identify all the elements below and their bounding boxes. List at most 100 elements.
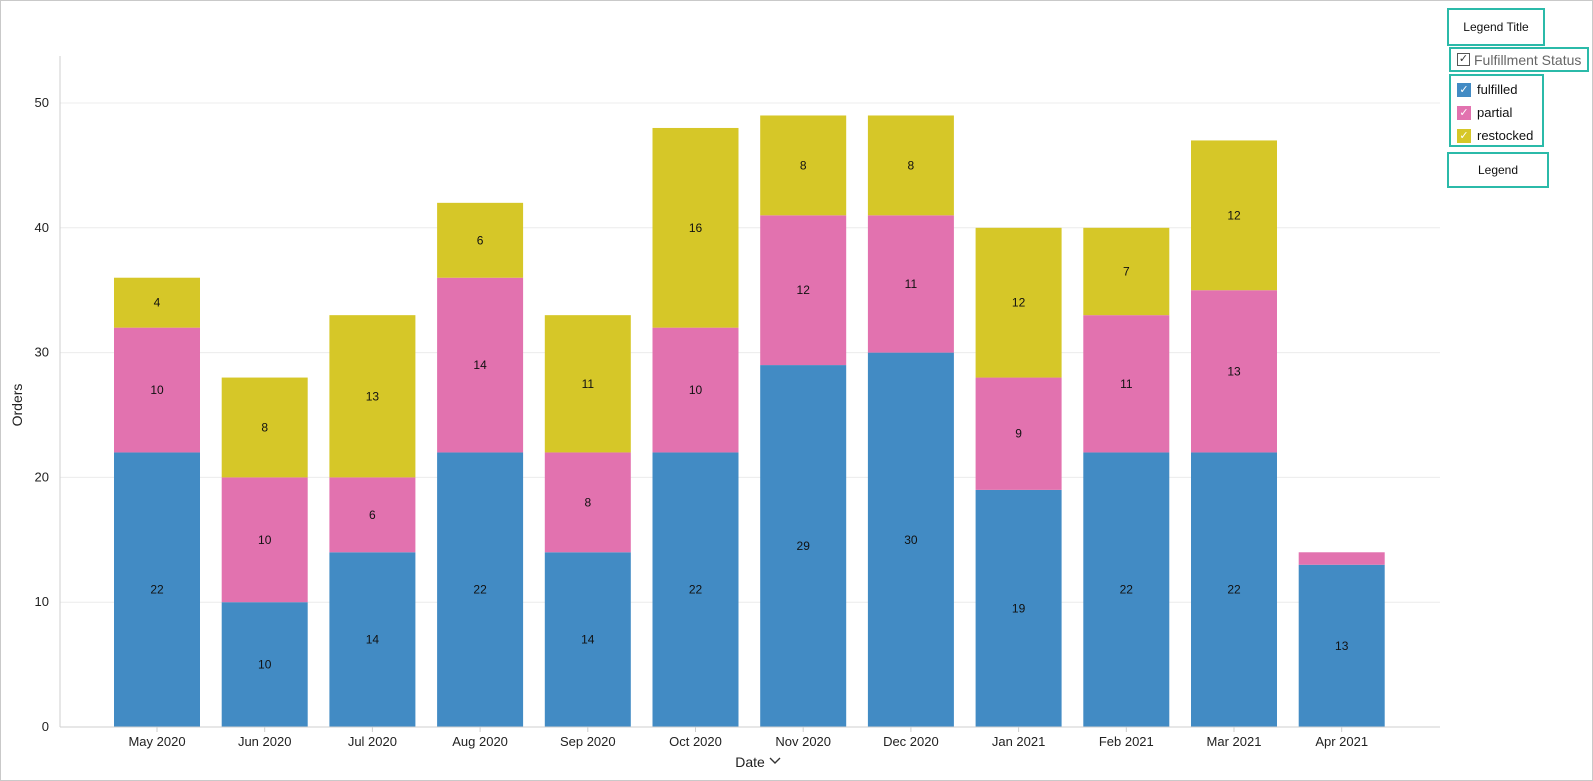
- x-tick-label: Jul 2020: [348, 734, 397, 749]
- data-label: 14: [366, 633, 380, 647]
- bar-fulfilled[interactable]: [975, 489, 1062, 727]
- data-label: 11: [1120, 377, 1133, 391]
- y-tick-label: 10: [35, 594, 49, 609]
- x-tick-label: Sep 2020: [560, 734, 616, 749]
- bar-restocked[interactable]: [437, 202, 524, 278]
- legend-group-toggle[interactable]: ✓ Fulfillment Status: [1449, 47, 1589, 72]
- data-label: 22: [473, 583, 487, 597]
- bar-partial[interactable]: [1298, 552, 1385, 565]
- x-tick-label: Feb 2021: [1099, 734, 1154, 749]
- bar-restocked[interactable]: [329, 315, 416, 478]
- data-label: 16: [689, 221, 703, 235]
- data-label: 8: [584, 495, 591, 509]
- data-label: 10: [150, 383, 164, 397]
- data-label: 13: [1335, 639, 1349, 653]
- data-label: 22: [1120, 583, 1134, 597]
- data-label: 6: [477, 233, 484, 247]
- data-label: 22: [1227, 583, 1241, 597]
- bar-partial[interactable]: [437, 277, 524, 453]
- bar-restocked[interactable]: [867, 115, 954, 216]
- bar-fulfilled[interactable]: [329, 552, 416, 727]
- y-axis: 0 10 20 30 40 50: [35, 56, 61, 734]
- data-label: 29: [797, 539, 811, 553]
- checkbox-icon[interactable]: ✓: [1457, 105, 1471, 120]
- bar-partial[interactable]: [329, 477, 416, 553]
- legend-footer: Legend: [1477, 163, 1519, 177]
- data-label: 13: [1227, 364, 1241, 378]
- x-tick-label: Oct 2020: [669, 734, 722, 749]
- data-label: 8: [800, 158, 807, 172]
- bars: 22 10 4 10 10 8 14 6 13 22 14 6 14 8 11 22 10 16 29 12 8 30 11…: [114, 115, 1385, 727]
- checkbox-icon[interactable]: ✓: [1457, 53, 1470, 66]
- data-label: 22: [689, 583, 703, 597]
- bar-fulfilled[interactable]: [1298, 564, 1385, 727]
- bar-restocked[interactable]: [221, 377, 308, 478]
- data-label: 19: [1012, 601, 1026, 615]
- x-tick-label: Apr 2021: [1315, 734, 1368, 749]
- chevron-down-icon: [769, 757, 781, 764]
- x-tick-label: Jun 2020: [238, 734, 292, 749]
- bar-restocked[interactable]: [114, 277, 200, 328]
- checkbox-icon[interactable]: ✓: [1457, 128, 1471, 143]
- y-tick-label: 40: [35, 220, 49, 235]
- legend-title-box[interactable]: Legend Title: [1447, 8, 1545, 46]
- legend-title: Legend Title: [1463, 20, 1529, 34]
- x-axis-title-dropdown[interactable]: Date: [735, 754, 781, 770]
- data-label: 10: [258, 533, 272, 547]
- data-label: 12: [1227, 208, 1241, 222]
- bar-partial[interactable]: [760, 215, 847, 366]
- bar-restocked[interactable]: [1083, 227, 1170, 316]
- x-tick-label: Dec 2020: [883, 734, 939, 749]
- data-label: 9: [1015, 427, 1022, 441]
- data-label: 8: [908, 158, 915, 172]
- bar-partial[interactable]: [221, 477, 308, 603]
- legend-item-partial[interactable]: ✓ partial: [1457, 101, 1542, 124]
- bar-partial[interactable]: [1083, 315, 1170, 453]
- y-axis-title: Orders: [9, 384, 25, 427]
- bar-restocked[interactable]: [1191, 140, 1277, 291]
- bar-partial[interactable]: [114, 327, 200, 453]
- data-label: 4: [154, 296, 161, 310]
- data-label: 10: [689, 383, 703, 397]
- data-label: 12: [797, 283, 811, 297]
- data-label: 8: [261, 420, 268, 434]
- x-axis-title: Date: [735, 754, 765, 770]
- bar-fulfilled[interactable]: [544, 552, 631, 727]
- legend-group-label: Fulfillment Status: [1474, 51, 1582, 68]
- x-tick-label: Jan 2021: [992, 734, 1046, 749]
- bar-restocked[interactable]: [975, 227, 1062, 378]
- bar-partial[interactable]: [867, 215, 954, 353]
- legend-item-fulfilled[interactable]: ✓ fulfilled: [1457, 78, 1542, 101]
- bar-fulfilled[interactable]: [652, 452, 739, 727]
- bar-fulfilled[interactable]: [221, 602, 308, 727]
- legend-items: ✓ fulfilled ✓ partial ✓ restocked: [1449, 74, 1544, 147]
- data-label: 14: [581, 633, 595, 647]
- data-label: 13: [366, 389, 380, 403]
- bar-fulfilled[interactable]: [867, 352, 954, 727]
- bar-fulfilled[interactable]: [1083, 452, 1170, 727]
- bar-restocked[interactable]: [544, 315, 631, 453]
- data-label: 22: [150, 583, 164, 597]
- x-tick-label: Nov 2020: [775, 734, 831, 749]
- legend-footer-box[interactable]: Legend: [1447, 152, 1549, 188]
- bar-fulfilled[interactable]: [114, 452, 200, 727]
- bar-partial[interactable]: [652, 327, 739, 453]
- bar-fulfilled[interactable]: [437, 452, 524, 727]
- data-label: 11: [905, 277, 918, 291]
- bar-fulfilled[interactable]: [1191, 452, 1277, 727]
- checkbox-icon[interactable]: ✓: [1457, 82, 1471, 97]
- y-tick-label: 0: [42, 719, 49, 734]
- data-label: 14: [473, 358, 487, 372]
- bar-partial[interactable]: [975, 377, 1062, 490]
- data-label: 30: [904, 533, 918, 547]
- data-label: 10: [258, 658, 272, 672]
- bar-partial[interactable]: [544, 452, 631, 553]
- legend-item-restocked[interactable]: ✓ restocked: [1457, 124, 1542, 147]
- bar-restocked[interactable]: [760, 115, 847, 216]
- y-tick-label: 50: [35, 95, 49, 110]
- bar-partial[interactable]: [1191, 290, 1277, 453]
- bar-fulfilled[interactable]: [760, 365, 847, 727]
- x-tick-label: Mar 2021: [1207, 734, 1262, 749]
- bar-restocked[interactable]: [652, 127, 739, 328]
